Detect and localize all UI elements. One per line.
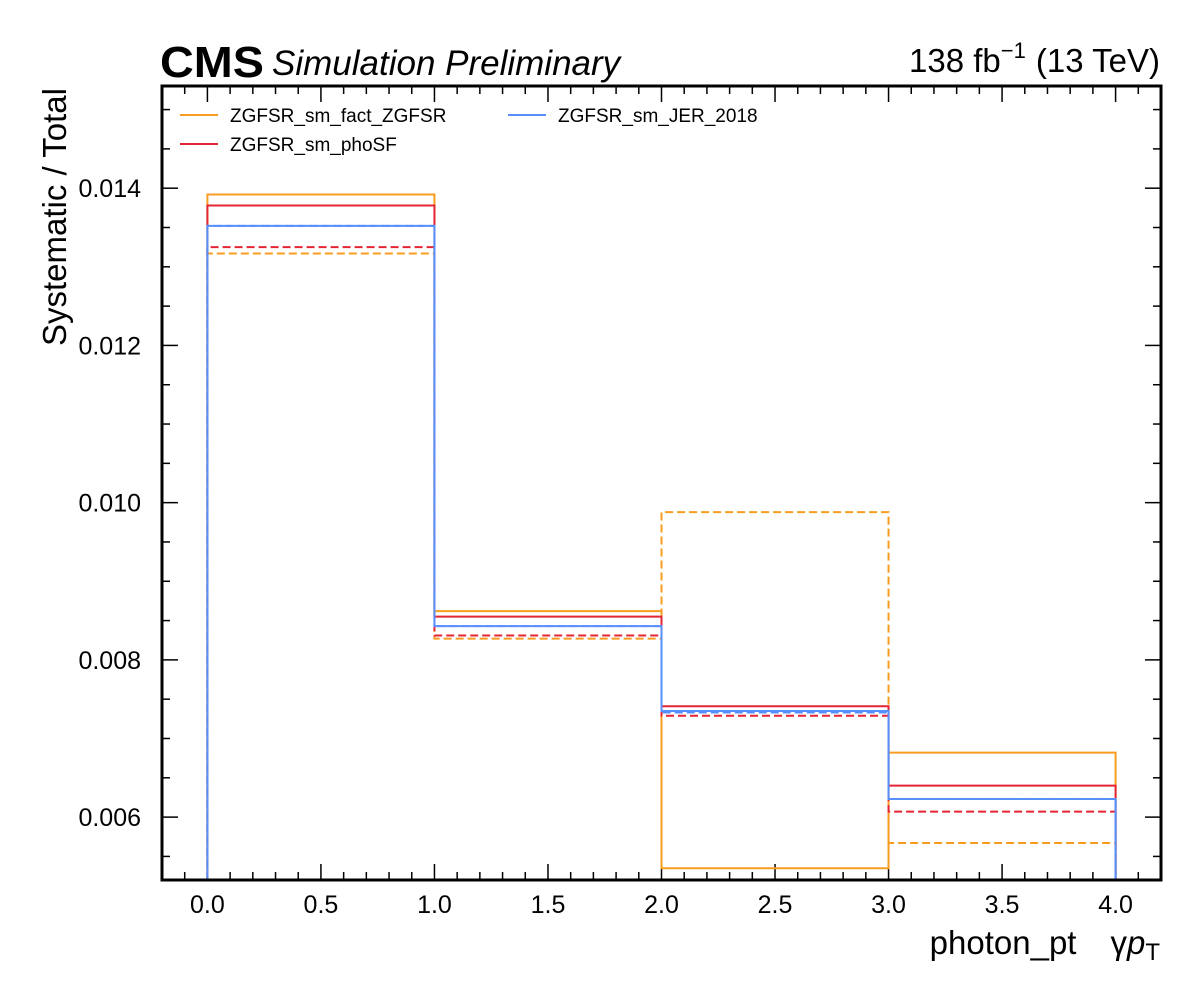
y-tick-label: 0.010 [78,490,141,518]
x-tick-label: 3.0 [871,891,906,919]
lumi-label: 138 fb−1 (13 TeV) [909,38,1160,79]
legend-label: ZGFSR_sm_JER_2018 [558,106,758,127]
x-axis-title-text: photon_pt [930,924,1077,961]
x-axis-symbol-var: p [1126,924,1145,961]
x-tick-label: 1.0 [417,891,452,919]
y-tick-label: 0.006 [78,804,141,832]
y-tick-label: 0.008 [78,647,141,675]
lumi-value: 138 fb [909,42,1001,79]
x-tick-label: 0.0 [190,891,225,919]
lumi-energy: (13 TeV) [1036,42,1160,79]
plot-frame [160,84,1163,882]
x-tick-label: 3.5 [985,891,1020,919]
lumi-exponent: −1 [1001,38,1026,63]
legend-label: ZGFSR_sm_phoSF [230,135,397,156]
legend: ZGFSR_sm_fact_ZGFSR ZGFSR_sm_phoSF ZGFSR_s… [180,106,758,156]
y-tick-label: 0.014 [78,175,141,203]
series-1-dashed-step [206,252,1117,880]
x-tick-label: 0.5 [304,891,339,919]
tick-labels: 0.0 0.5 1.0 1.5 2.0 2.5 3.0 3.5 4.0 0.006 0.008 0.0… [78,175,1133,919]
series-0-solid-step [206,193,1117,880]
plot-series [206,193,1117,880]
x-axis-title: photon_pt γpT [930,924,1161,966]
legend-label: ZGFSR_sm_fact_ZGFSR [230,106,446,127]
x-axis-symbol-prefix: γ [1110,924,1127,961]
x-tick-label: 1.5 [531,891,566,919]
x-tick-label: 2.5 [758,891,793,919]
x-tick-label: 2.0 [644,891,679,919]
y-axis-title: Systematic / Total [36,88,73,346]
x-tick-label: 4.0 [1098,891,1133,919]
x-axis-symbol-sub: T [1145,939,1160,966]
series-5-dashed-step [206,224,1117,880]
cms-logo-text: CMS [160,38,264,87]
y-tick-label: 0.012 [78,332,141,360]
cms-extra-text: Simulation Preliminary [272,44,623,83]
